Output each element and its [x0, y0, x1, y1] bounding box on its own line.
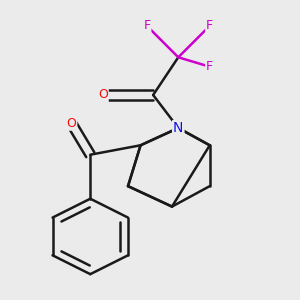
- Text: F: F: [143, 19, 150, 32]
- Text: O: O: [98, 88, 108, 101]
- Text: F: F: [206, 19, 213, 32]
- Text: N: N: [173, 121, 184, 135]
- Text: O: O: [67, 117, 76, 130]
- Text: F: F: [206, 60, 213, 73]
